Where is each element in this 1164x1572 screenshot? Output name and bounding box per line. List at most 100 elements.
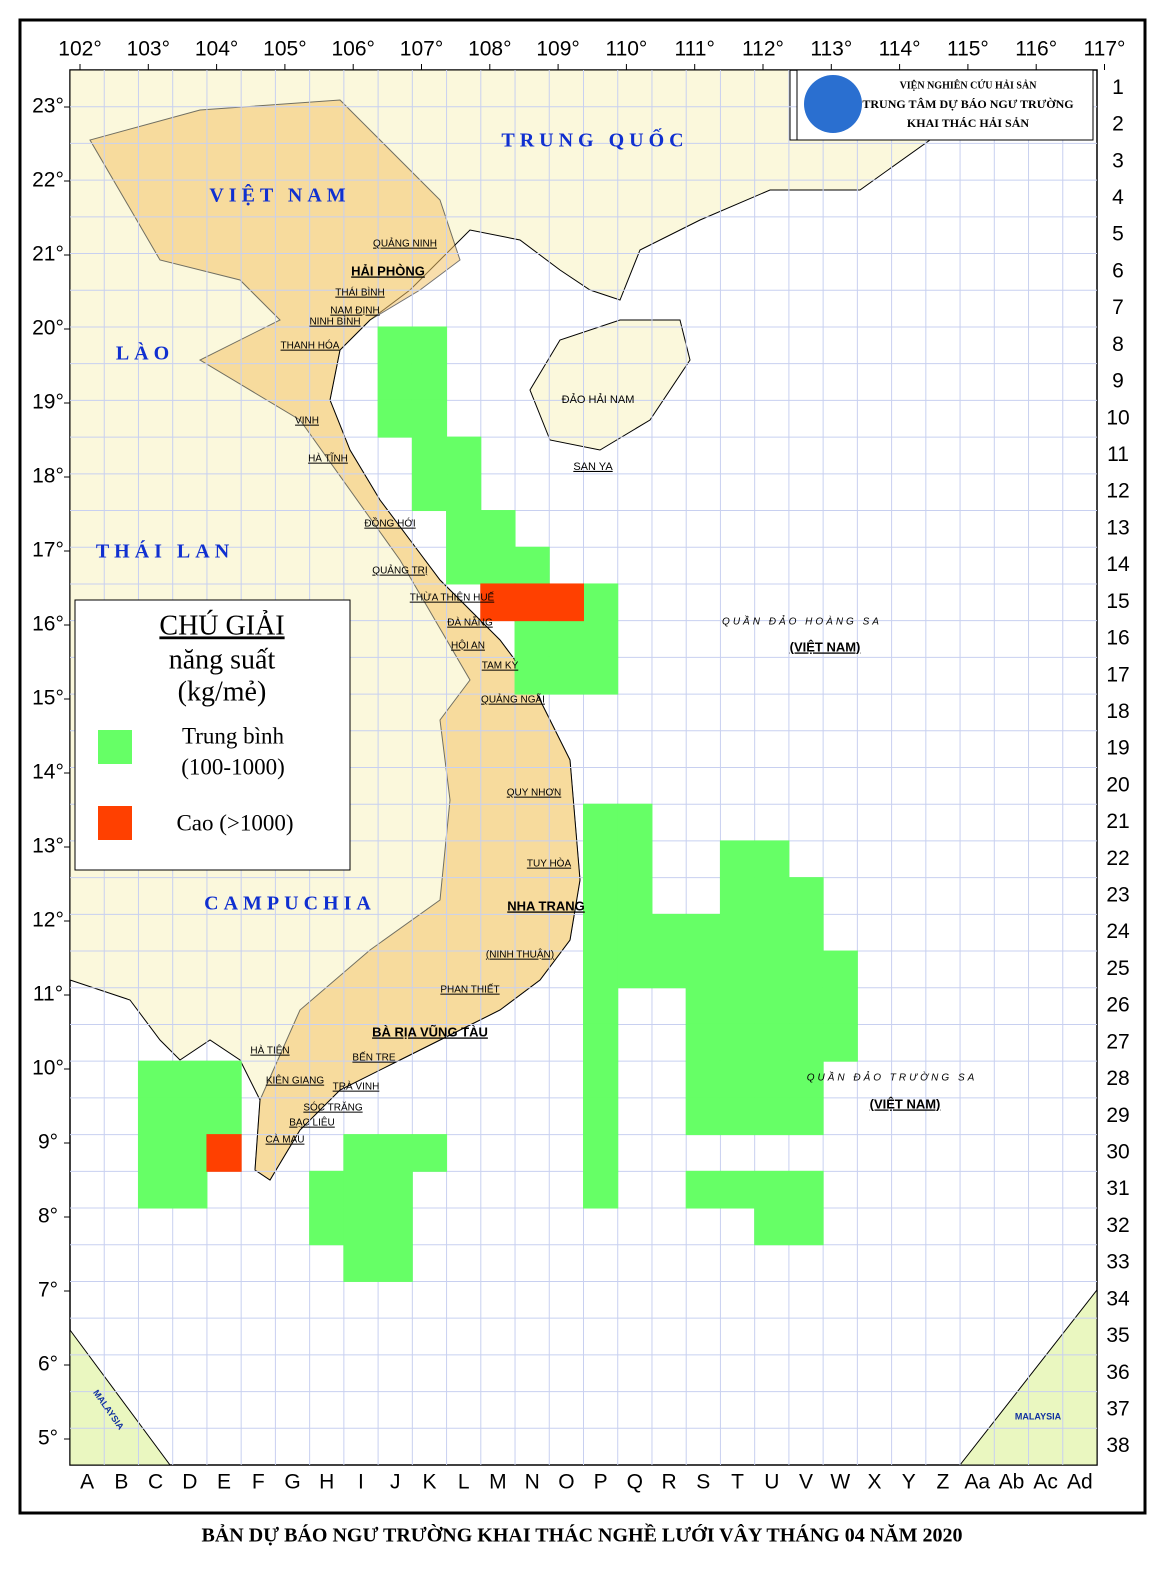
forecast-cell bbox=[719, 1097, 756, 1136]
place-label: (VIỆT NAM) bbox=[870, 1096, 941, 1111]
vietnam-provinces bbox=[89, 99, 581, 1181]
place-label: BÀ RỊA VŨNG TÀU bbox=[372, 1024, 488, 1039]
column-label: Q bbox=[627, 1471, 643, 1494]
forecast-cell bbox=[343, 1244, 379, 1282]
column-label: C bbox=[148, 1471, 163, 1494]
row-label: 1 bbox=[1112, 76, 1124, 99]
forecast-cell bbox=[685, 950, 721, 989]
latitude-label: 9° bbox=[38, 1131, 58, 1154]
forecast-cell bbox=[617, 913, 653, 952]
forecast-cell bbox=[719, 987, 756, 1025]
column-label: Ac bbox=[1033, 1471, 1058, 1494]
legend-label: Trung bình bbox=[182, 723, 285, 748]
place-label: THANH HÓA bbox=[281, 339, 340, 352]
forecast-cell bbox=[446, 436, 482, 475]
forecast-cell bbox=[583, 1023, 619, 1062]
forecast-cell bbox=[788, 913, 824, 952]
latitude-label: 22° bbox=[32, 169, 64, 192]
longitude-label: 106° bbox=[331, 38, 374, 61]
legend-swatch bbox=[98, 730, 132, 764]
column-label: W bbox=[830, 1471, 850, 1494]
legend-swatch bbox=[98, 806, 132, 840]
longitude-label: 102° bbox=[58, 38, 101, 61]
row-label: 21 bbox=[1106, 810, 1129, 833]
forecast-cell bbox=[617, 803, 653, 842]
row-label: 7 bbox=[1112, 296, 1124, 319]
latitude-label: 23° bbox=[32, 95, 64, 118]
row-label: 28 bbox=[1106, 1067, 1129, 1090]
forecast-cell bbox=[583, 913, 619, 952]
column-label: I bbox=[358, 1471, 364, 1494]
place-label: QUẢNG NINH bbox=[373, 237, 437, 250]
latitude-label: 21° bbox=[32, 243, 64, 266]
latitude-label: 17° bbox=[32, 539, 64, 562]
forecast-cell bbox=[377, 363, 413, 401]
forecast-cell bbox=[685, 1023, 721, 1062]
place-label: NINH BÌNH bbox=[309, 315, 360, 328]
column-label: F bbox=[252, 1471, 265, 1494]
place-label: QUY NHƠN bbox=[507, 788, 562, 799]
row-label: 12 bbox=[1106, 480, 1129, 503]
latitude-label: 14° bbox=[32, 761, 64, 784]
row-label: 18 bbox=[1106, 700, 1129, 723]
place-label: TRÀ VINH bbox=[333, 1080, 380, 1093]
column-label: T bbox=[731, 1471, 744, 1494]
column-label: Z bbox=[937, 1471, 950, 1494]
column-label: V bbox=[799, 1471, 813, 1494]
forecast-cell bbox=[137, 1170, 174, 1209]
forecast-cell bbox=[377, 1170, 413, 1209]
forecast-cell bbox=[343, 1170, 379, 1209]
forecast-cell bbox=[583, 583, 619, 622]
longitude-label: 115° bbox=[947, 38, 989, 61]
column-label: M bbox=[489, 1471, 507, 1494]
row-label: 37 bbox=[1106, 1397, 1129, 1420]
row-label: 14 bbox=[1106, 553, 1130, 576]
forecast-cell bbox=[583, 987, 619, 1025]
place-label: THÁI LAN bbox=[96, 540, 234, 563]
forecast-cell bbox=[377, 1207, 413, 1246]
forecast-cell bbox=[651, 950, 687, 989]
latitude-label: 13° bbox=[32, 835, 64, 858]
row-label: 4 bbox=[1112, 186, 1124, 209]
forecast-cell bbox=[822, 987, 858, 1025]
legend-subtitle: năng suất bbox=[169, 644, 276, 675]
forecast-cell bbox=[583, 1134, 619, 1172]
forecast-cell bbox=[617, 877, 653, 915]
column-label: R bbox=[661, 1471, 676, 1494]
forecast-cell bbox=[788, 1060, 824, 1099]
logo bbox=[804, 75, 862, 133]
row-label: 10 bbox=[1106, 406, 1129, 429]
forecast-cell bbox=[685, 1060, 721, 1099]
column-label: P bbox=[594, 1471, 608, 1494]
forecast-cell bbox=[377, 1134, 413, 1172]
forecast-cell bbox=[137, 1097, 174, 1136]
latitude-label: 20° bbox=[32, 317, 64, 340]
place-label: CÀ MAU bbox=[266, 1133, 305, 1146]
place-label: ĐỒNG HỚI bbox=[364, 517, 415, 530]
forecast-cell bbox=[446, 546, 482, 585]
forecast-cell bbox=[377, 399, 413, 438]
forecast-cell bbox=[719, 877, 756, 915]
place-label: LÀO bbox=[116, 342, 174, 365]
row-label: 3 bbox=[1112, 149, 1124, 172]
place-label: NHA TRANG bbox=[507, 898, 585, 913]
forecast-cell bbox=[411, 1134, 448, 1172]
forecast-cell bbox=[685, 1097, 721, 1136]
forecast-cell bbox=[788, 1207, 824, 1246]
row-label: 35 bbox=[1106, 1324, 1129, 1347]
forecast-cell bbox=[719, 950, 756, 989]
header-line: KHAI THÁC HẢI SẢN bbox=[907, 116, 1029, 130]
forecast-cell bbox=[754, 1060, 790, 1099]
hainan bbox=[529, 319, 691, 451]
row-label: 25 bbox=[1106, 957, 1129, 980]
forecast-cell bbox=[206, 1060, 242, 1099]
place-label: HÀ TIÊN bbox=[250, 1044, 289, 1057]
place-label: ĐẢO HẢI NAM bbox=[562, 393, 635, 406]
forecast-cell bbox=[754, 877, 790, 915]
row-label: 22 bbox=[1106, 847, 1129, 870]
row-label: 33 bbox=[1106, 1251, 1129, 1274]
column-label: E bbox=[217, 1471, 231, 1494]
place-label: HỘI AN bbox=[451, 639, 485, 652]
latitude-label: 8° bbox=[38, 1205, 58, 1228]
row-label: 8 bbox=[1112, 333, 1124, 356]
